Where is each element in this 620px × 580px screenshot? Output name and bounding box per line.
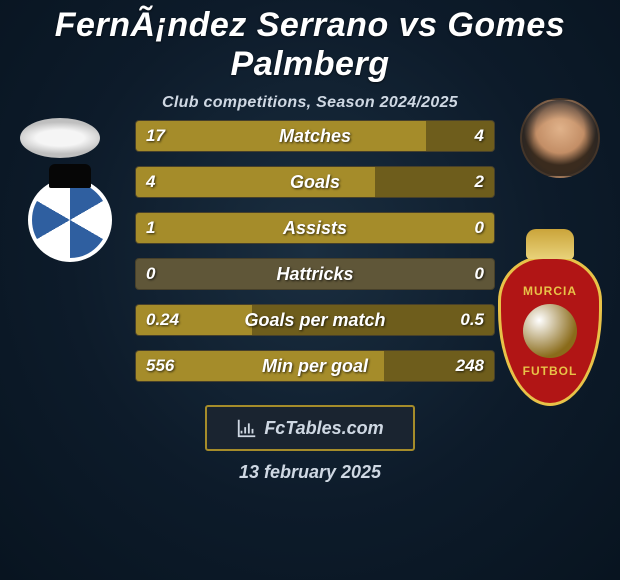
stat-row: 00Hattricks bbox=[135, 258, 495, 290]
crest-right-top: MURCIA bbox=[523, 284, 577, 298]
page-title: FernÃ¡ndez Serrano vs Gomes Palmberg bbox=[0, 0, 620, 84]
stat-row: 10Assists bbox=[135, 212, 495, 244]
comparison-infographic: FernÃ¡ndez Serrano vs Gomes Palmberg Clu… bbox=[0, 0, 620, 580]
stat-label: Hattricks bbox=[136, 259, 494, 289]
stat-row: 0.240.5Goals per match bbox=[135, 304, 495, 336]
stat-row: 42Goals bbox=[135, 166, 495, 198]
comparison-date: 13 february 2025 bbox=[0, 462, 620, 483]
stat-row: 174Matches bbox=[135, 120, 495, 152]
fctables-logo-box: FcTables.com bbox=[205, 405, 415, 451]
stat-label: Goals per match bbox=[136, 305, 494, 335]
player-left-avatar bbox=[20, 118, 100, 158]
crest-right-ball bbox=[523, 304, 577, 358]
page-subtitle: Club competitions, Season 2024/2025 bbox=[0, 94, 620, 112]
club-crest-right: MURCIA FUTBOL bbox=[498, 256, 602, 406]
stat-label: Goals bbox=[136, 167, 494, 197]
bar-chart-icon bbox=[236, 417, 258, 439]
fctables-logo-text: FcTables.com bbox=[264, 418, 383, 439]
player-right-avatar bbox=[520, 98, 600, 178]
stats-bars: 174Matches 42Goals 10Assists 00Hattricks 0.2… bbox=[135, 120, 495, 396]
club-crest-left bbox=[28, 178, 112, 262]
stat-row: 556248Min per goal bbox=[135, 350, 495, 382]
stat-label: Assists bbox=[136, 213, 494, 243]
stat-label: Min per goal bbox=[136, 351, 494, 381]
stat-label: Matches bbox=[136, 121, 494, 151]
crest-right-bottom: FUTBOL bbox=[523, 364, 578, 378]
